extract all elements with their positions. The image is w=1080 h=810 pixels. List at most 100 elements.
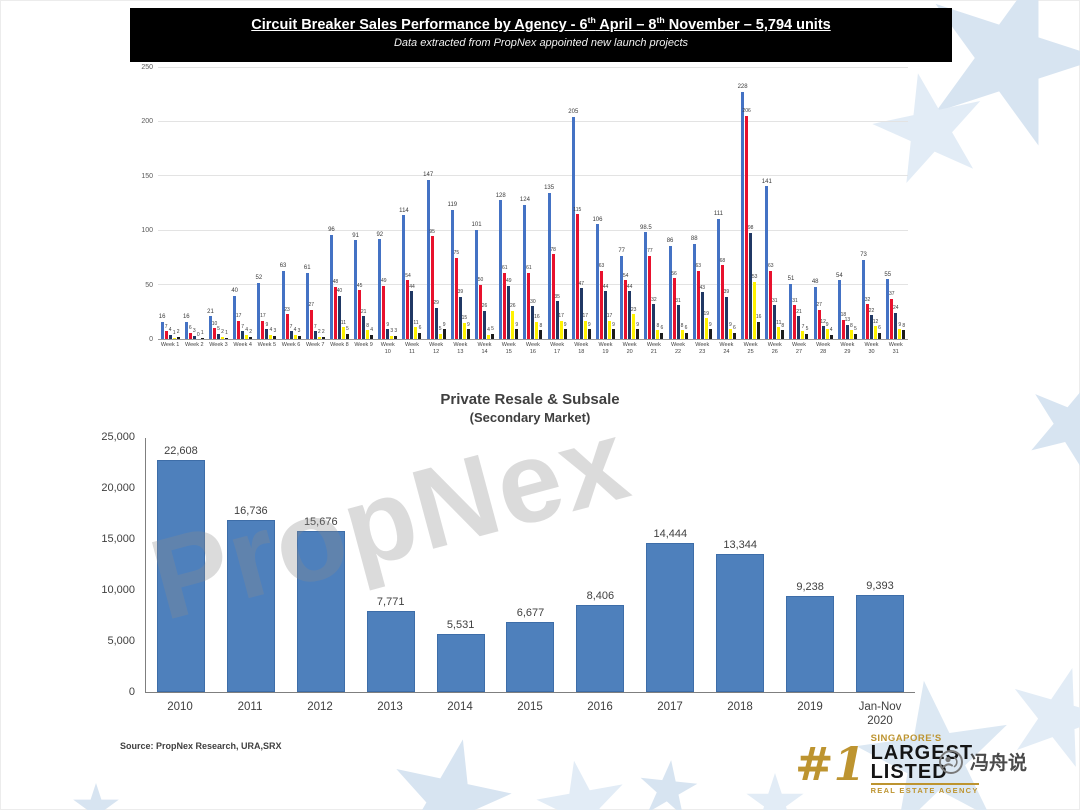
- bar-series-yellow: 9: [898, 322, 902, 339]
- bar-value-label: 9: [708, 321, 712, 328]
- bar-value-label: 1: [225, 330, 228, 337]
- bar-series-black: 5: [345, 327, 349, 339]
- bar-value-label: 8: [539, 322, 543, 329]
- secondary-chart-title: Private Resale & Subsale: [440, 391, 620, 408]
- bar-series-black: 9: [466, 322, 470, 339]
- bar-value-label: 205: [568, 109, 579, 116]
- x-tick-label: Week 5: [257, 342, 277, 348]
- bar-series-red: 17: [236, 314, 241, 339]
- bar-value-label: 37: [888, 291, 895, 298]
- bar-value-label: 7: [289, 323, 293, 330]
- bar-value-label: 6,677: [516, 607, 545, 620]
- bar-series-red: 17: [260, 314, 266, 339]
- bar-value-label: 1: [172, 330, 176, 337]
- bar-series-blue: 101: [472, 222, 482, 339]
- x-tick-label: Week 30: [864, 342, 879, 355]
- bar-value-label: 17: [235, 313, 242, 320]
- bar-value-label: 3: [390, 328, 394, 335]
- bar-series-blue: 128: [496, 193, 506, 339]
- bar-value-label: 31: [675, 297, 681, 304]
- bar-value-label: 16: [158, 314, 166, 321]
- bar-value-label: 101: [471, 221, 482, 228]
- x-tick-label: 2014: [447, 701, 473, 713]
- bar-value-label: 77: [618, 247, 625, 254]
- bar-value-label: 68: [719, 257, 726, 264]
- bar-series-navy: 44: [603, 284, 608, 339]
- y-tick-label: 100: [141, 227, 153, 235]
- bar-value-label: 75: [453, 250, 460, 257]
- y-tick-label: 150: [141, 172, 153, 180]
- bar-value-label: 9,393: [866, 579, 894, 592]
- x-tick-label: Week 17: [550, 342, 565, 355]
- bar-series-navy: 3: [192, 329, 196, 339]
- bar-series-yellow: 15: [462, 316, 467, 339]
- bar-slot: 8,406: [565, 438, 635, 692]
- x-tick-label: Week 21: [646, 342, 661, 355]
- bar-value-label: 40: [231, 288, 238, 295]
- bar-series-red: 61: [502, 266, 508, 339]
- gridline: [158, 175, 908, 177]
- bar-series-red: 37: [889, 292, 895, 339]
- bar-series-blue: 16: [159, 314, 165, 339]
- gridline: [158, 121, 908, 123]
- bar-value-label: 98.5: [640, 224, 652, 231]
- bar-series-blue: 73: [860, 252, 867, 339]
- bar-group: 135 78 35 17 9: [544, 68, 569, 339]
- y-tick-label: 0: [128, 686, 135, 698]
- bar-series-blue: 228: [738, 84, 748, 339]
- bar-value-label: 40: [336, 288, 343, 295]
- bar-series-blue: 205: [568, 109, 578, 339]
- source-text: Source: PropNex Research, URA,SRX: [120, 741, 282, 751]
- bar-value-label: 9: [898, 321, 902, 328]
- bar-series-navy: 32: [651, 297, 657, 339]
- bar-series-blue: 98.5: [640, 225, 652, 339]
- bar-value-label: 31: [772, 297, 778, 304]
- bar-series-red: 75: [454, 251, 459, 339]
- bar-Jan-Nov 2020: 9,393: [856, 580, 905, 692]
- bar-value-label: 5: [805, 326, 809, 333]
- bar-value-label: 7: [801, 323, 805, 330]
- bar-series-yellow: 19: [703, 311, 709, 339]
- bar-value-label: 27: [816, 302, 822, 309]
- x-tick-label: Week 13: [453, 342, 468, 355]
- bar-series-red: 27: [308, 303, 314, 339]
- x-tick-label: Week 19: [598, 342, 613, 355]
- bar-value-label: 9: [587, 321, 591, 328]
- plot-area: 22,608 16,736 15,676 7,771 5,531 6,677 8,406 14…: [145, 438, 915, 693]
- x-tick-label: Week 14: [477, 342, 492, 355]
- bar-series-blue: 88: [691, 236, 698, 339]
- bar-value-label: 228: [737, 84, 748, 91]
- bar-series-black: 8: [539, 323, 543, 339]
- bar-value-label: 15,676: [303, 515, 338, 528]
- bar-series-black: 6: [684, 325, 688, 339]
- bar-group: 55 37 24 9 8: [884, 68, 908, 339]
- bar-series-navy: 39: [458, 290, 463, 339]
- bar-series-yellow: 11: [413, 320, 419, 339]
- bar-series-navy: 31: [675, 298, 681, 339]
- logo-line-real-estate-agency: REAL ESTATE AGENCY: [870, 783, 979, 795]
- bar-series-navy: 98: [748, 226, 753, 339]
- header-title: Circuit Breaker Sales Performance by Age…: [251, 15, 831, 33]
- bar-series-yellow: 7: [801, 324, 805, 339]
- bar-series-black: 6: [732, 325, 736, 339]
- bar-group: 73 32 22 12 6: [859, 68, 883, 339]
- bar-series-black: 2: [176, 330, 180, 339]
- x-tick-label: Week 18: [574, 342, 589, 355]
- bar-series-navy: 39: [724, 290, 729, 339]
- speaker-icon: [939, 749, 963, 774]
- bar-series-navy: 26: [482, 304, 487, 339]
- bar-series-red: 48: [333, 280, 338, 339]
- bar-series-red: 63: [768, 264, 774, 339]
- bar-group: 86 56 31 8 6: [666, 68, 690, 339]
- star-icon: [381, 727, 521, 810]
- bar-2015: 6,677: [506, 607, 555, 692]
- bar-value-label: 6: [418, 325, 422, 331]
- star-icon: [530, 753, 632, 810]
- bar-group: 77 54 44 23 9: [618, 68, 642, 339]
- gridline: [158, 67, 908, 68]
- bar-value-label: 21: [796, 308, 802, 315]
- bar-2013: 7,771: [366, 596, 415, 692]
- x-tick-label: Week 25: [743, 342, 758, 355]
- x-tick-label: Week 15: [501, 342, 516, 355]
- bar-2012: 15,676: [296, 516, 345, 692]
